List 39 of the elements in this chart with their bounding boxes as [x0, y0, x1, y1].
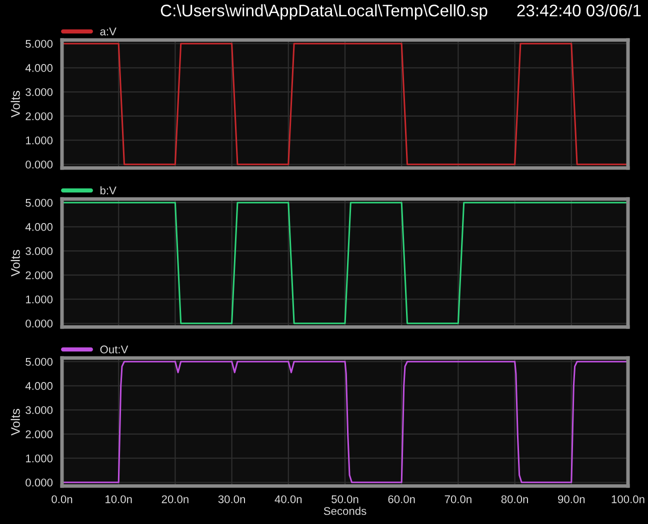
x-tick-label: 30.0n [218, 495, 245, 504]
y-tick-label: 0.000 [26, 160, 53, 169]
series-label: a:V [100, 28, 116, 36]
line-series [62, 360, 628, 484]
y-tick-label: 4.000 [25, 382, 53, 390]
y-tick-label: 2.000 [26, 271, 53, 280]
x-tick-label: 60.0n [388, 495, 415, 504]
x-tick-label: 80.0n [501, 495, 528, 504]
x-tick-label: 20.0n [162, 495, 188, 504]
y-tick-label: 0.000 [26, 478, 53, 487]
y-tick-label: 3.000 [26, 247, 53, 256]
x-tick-label: 0.0n [52, 495, 72, 504]
y-axis-title: Volts [10, 90, 20, 118]
y-axis-title: Volts [10, 408, 20, 436]
x-tick-label: 10.0n [106, 495, 132, 504]
chart-title: C:\Users\wind\AppData\Local\Temp\Cell0.sp [160, 4, 488, 20]
x-tick-label: 100.0n [612, 495, 644, 504]
y-tick-label: 3.000 [26, 406, 53, 414]
x-tick-label: 90.0n [558, 495, 585, 504]
y-tick-label: 2.000 [26, 430, 53, 438]
x-tick-label: 50.0n [332, 495, 358, 504]
y-tick-label: 5.000 [26, 358, 53, 366]
y-tick-label: 4.000 [25, 223, 53, 231]
y-tick-label: 4.000 [25, 64, 53, 72]
x-axis-title: Seconds [324, 506, 366, 515]
y-axis-title: Volts [10, 250, 20, 276]
y-tick-label: 1.000 [26, 295, 53, 304]
series-label: b:V [100, 186, 116, 194]
series-label: Out:V [100, 346, 128, 354]
y-tick-label: 3.000 [26, 88, 53, 96]
text: 23:42:40 03/06/1 [517, 4, 641, 16]
y-tick-label: 1.000 [26, 454, 53, 462]
x-tick-label: 70.0n [444, 495, 472, 504]
x-tick-label: 40.0n [274, 495, 302, 504]
y-tick-label: 5.000 [26, 198, 53, 207]
y-tick-label: 1.000 [26, 136, 53, 144]
y-tick-label: 0.000 [26, 320, 53, 328]
y-tick-label: 2.000 [26, 112, 53, 120]
y-tick-label: 5.000 [26, 40, 53, 48]
